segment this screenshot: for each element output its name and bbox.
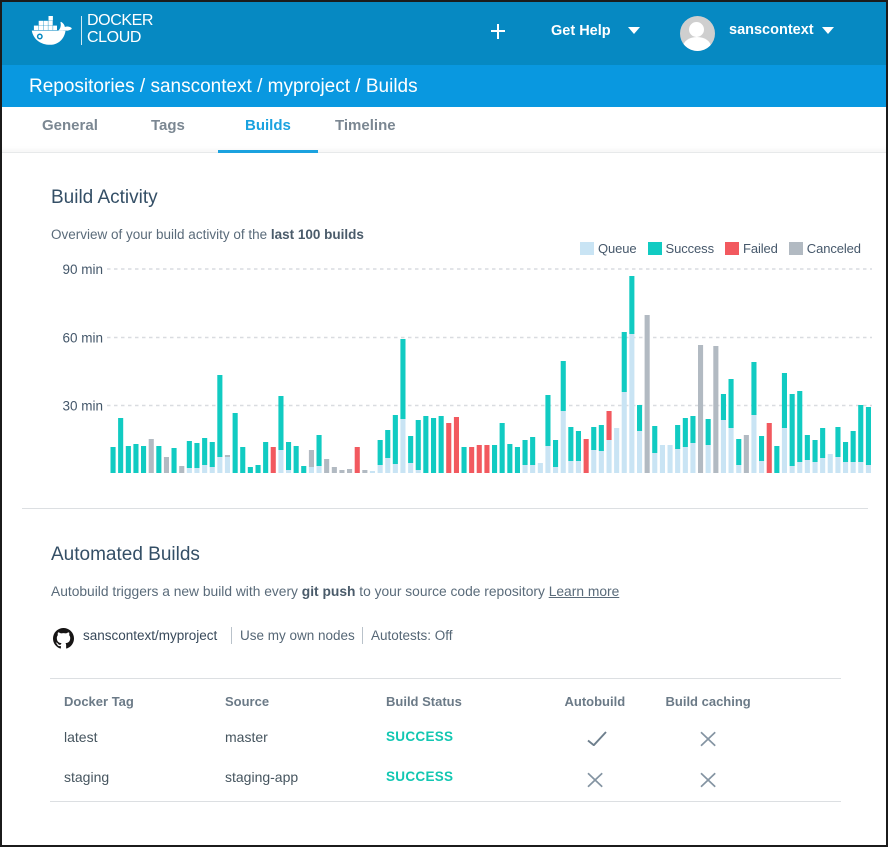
svg-text:90 min: 90 min bbox=[62, 262, 103, 277]
svg-text:30 min: 30 min bbox=[62, 399, 103, 414]
svg-text:60 min: 60 min bbox=[62, 331, 103, 346]
